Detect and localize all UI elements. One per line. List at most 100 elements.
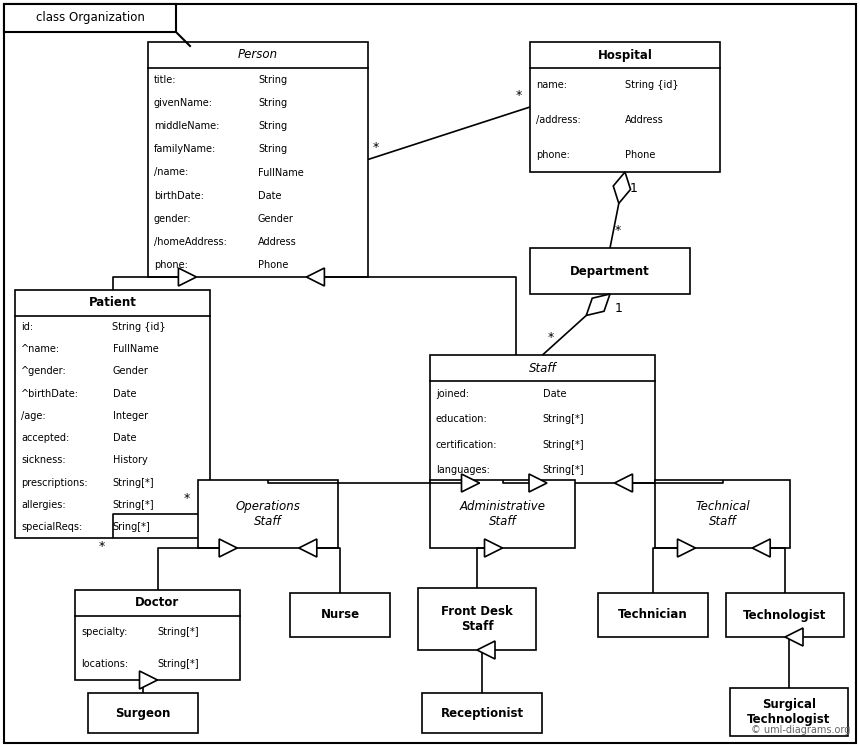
Bar (655, 480, 790, 548)
Bar (422, 693, 542, 733)
Text: certification:: certification: (436, 440, 497, 450)
Text: Administrative
Staff: Administrative Staff (459, 500, 545, 528)
Text: 1: 1 (615, 302, 623, 315)
Polygon shape (219, 539, 237, 557)
Text: Department: Department (570, 264, 650, 277)
Text: Operations
Staff: Operations Staff (236, 500, 300, 528)
Bar (430, 480, 575, 548)
Text: String: String (258, 121, 287, 131)
Text: Technologist: Technologist (743, 609, 826, 622)
Text: prescriptions:: prescriptions: (21, 477, 88, 488)
Text: *: * (548, 331, 554, 344)
Text: specialty:: specialty: (81, 627, 127, 637)
Text: Receptionist: Receptionist (440, 707, 524, 719)
Polygon shape (678, 539, 696, 557)
Text: ^birthDate:: ^birthDate: (21, 388, 79, 399)
Text: Person: Person (238, 49, 278, 61)
Bar (15, 290, 210, 538)
Text: birthDate:: birthDate: (154, 190, 204, 201)
Text: Gender: Gender (258, 214, 294, 224)
Bar (75, 590, 240, 680)
Text: FullName: FullName (113, 344, 158, 354)
Text: Date: Date (113, 433, 136, 443)
Text: class Organization: class Organization (35, 11, 144, 25)
Polygon shape (178, 268, 196, 286)
Text: gender:: gender: (154, 214, 192, 224)
Text: joined:: joined: (436, 388, 469, 399)
Text: phone:: phone: (536, 149, 570, 160)
Text: Doctor: Doctor (135, 597, 180, 610)
Text: accepted:: accepted: (21, 433, 70, 443)
Text: String[*]: String[*] (543, 415, 584, 424)
Text: Patient: Patient (89, 297, 137, 309)
Text: phone:: phone: (154, 261, 187, 270)
Text: String[*]: String[*] (113, 477, 154, 488)
Text: Hospital: Hospital (598, 49, 653, 61)
Text: History: History (113, 456, 147, 465)
Text: String[*]: String[*] (543, 465, 584, 475)
Text: specialReqs:: specialReqs: (21, 522, 83, 532)
Bar (598, 593, 708, 637)
Text: String {id}: String {id} (113, 322, 166, 332)
Bar (290, 593, 390, 637)
Text: /address:: /address: (536, 115, 580, 125)
Text: String[*]: String[*] (113, 500, 154, 509)
Polygon shape (306, 268, 324, 286)
Text: *: * (373, 141, 379, 155)
Bar (730, 688, 848, 736)
Polygon shape (615, 474, 632, 492)
Text: /name:: /name: (154, 167, 188, 178)
Text: middleName:: middleName: (154, 121, 219, 131)
Bar (430, 355, 655, 483)
Text: allergies:: allergies: (21, 500, 65, 509)
Polygon shape (462, 474, 480, 492)
Text: givenName:: givenName: (154, 98, 213, 108)
Text: Surgical
Technologist: Surgical Technologist (747, 698, 831, 726)
Text: ^name:: ^name: (21, 344, 60, 354)
Text: String[*]: String[*] (157, 659, 200, 669)
Text: Date: Date (543, 388, 566, 399)
Text: education:: education: (436, 415, 488, 424)
Text: String[*]: String[*] (157, 627, 200, 637)
Polygon shape (298, 539, 316, 557)
Text: © uml-diagrams.org: © uml-diagrams.org (751, 725, 850, 735)
Text: Surgeon: Surgeon (115, 707, 170, 719)
Text: /homeAddress:: /homeAddress: (154, 237, 227, 247)
Polygon shape (484, 539, 502, 557)
Text: Front Desk
Staff: Front Desk Staff (441, 605, 513, 633)
Text: String[*]: String[*] (543, 440, 584, 450)
Text: Nurse: Nurse (321, 609, 359, 622)
Text: /age:: /age: (21, 411, 46, 421)
Polygon shape (752, 539, 771, 557)
Text: 1: 1 (630, 182, 638, 195)
Bar (198, 480, 338, 548)
Polygon shape (529, 474, 547, 492)
Bar (4, 4, 176, 32)
Text: Date: Date (113, 388, 136, 399)
Text: title:: title: (154, 75, 176, 84)
Text: locations:: locations: (81, 659, 128, 669)
Text: String: String (258, 98, 287, 108)
Polygon shape (139, 671, 157, 689)
Text: *: * (99, 540, 105, 553)
Text: languages:: languages: (436, 465, 490, 475)
Text: name:: name: (536, 81, 567, 90)
Text: ^gender:: ^gender: (21, 367, 67, 376)
Text: Phone: Phone (258, 261, 288, 270)
Text: Address: Address (625, 115, 664, 125)
Bar (726, 593, 844, 637)
Text: sickness:: sickness: (21, 456, 65, 465)
Bar (530, 42, 720, 172)
Bar (530, 248, 690, 294)
Text: Address: Address (258, 237, 297, 247)
Text: String: String (258, 144, 287, 155)
Text: String: String (258, 75, 287, 84)
Text: Integer: Integer (113, 411, 148, 421)
Text: Date: Date (258, 190, 281, 201)
Text: FullName: FullName (258, 167, 304, 178)
Polygon shape (587, 294, 610, 315)
Bar (418, 588, 536, 650)
Polygon shape (785, 628, 803, 646)
Text: Sring[*]: Sring[*] (113, 522, 150, 532)
Text: Staff: Staff (529, 362, 556, 374)
